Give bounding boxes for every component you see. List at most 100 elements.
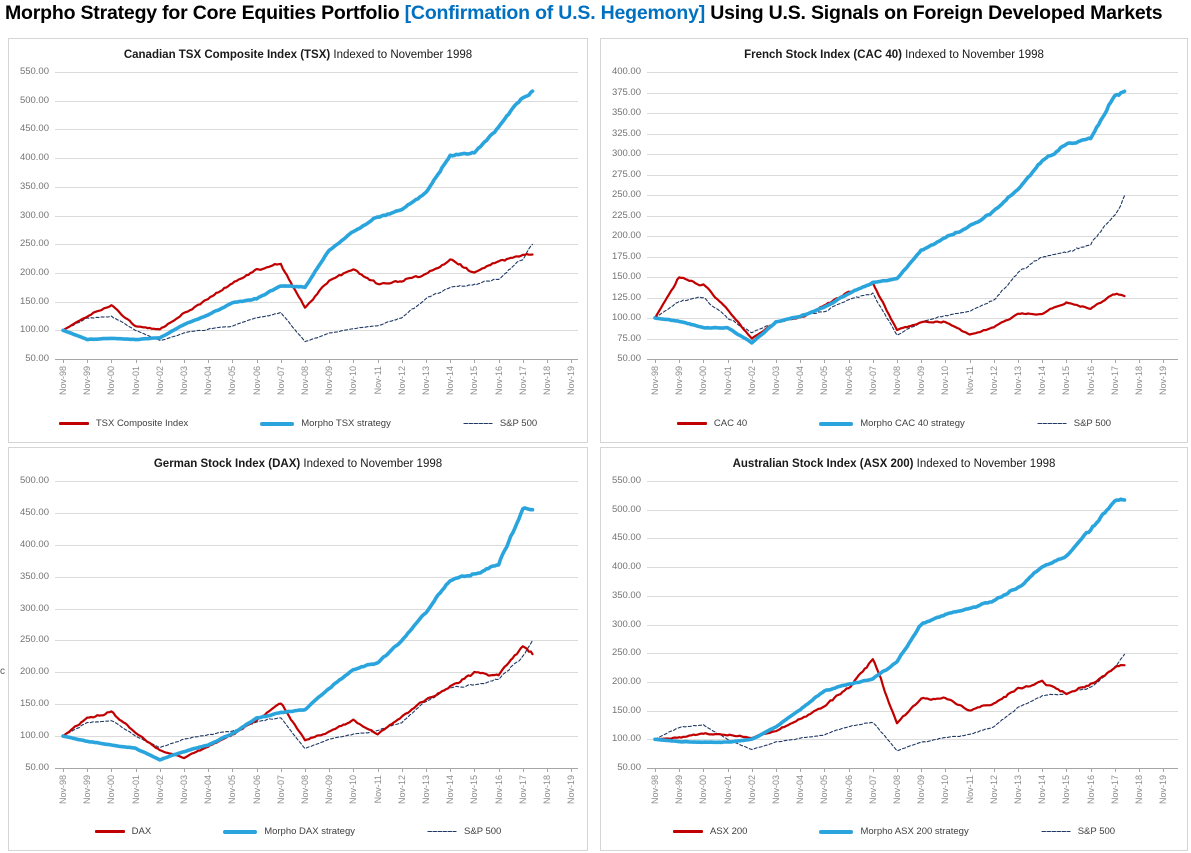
plot-canvas [55, 481, 578, 772]
x-axis-label: Nov-98 [58, 366, 68, 396]
legend-item-index: DAX [94, 826, 151, 837]
chart-panel-asx200: Australian Stock Index (ASX 200) Indexed… [600, 447, 1188, 851]
legend-item-morpho: Morpho ASX 200 strategy [819, 826, 969, 837]
series-line-dax [61, 645, 534, 760]
y-axis-label: 400.00 [19, 538, 49, 550]
x-axis-label: Nov-16 [1085, 775, 1096, 805]
x-axis-label: Nov-10 [348, 366, 359, 396]
morpho-line-sample [819, 829, 854, 834]
y-axis-label: 550.00 [19, 66, 49, 77]
legend-item-sp500: S&P 500 [1040, 826, 1116, 837]
legend-item-index: ASX 200 [672, 826, 748, 837]
y-axis-label: 100.00 [611, 312, 641, 323]
x-axis-label: Nov-08 [892, 366, 902, 396]
x-axis-label: Nov-02 [154, 775, 165, 805]
legend-label: S&P 500 [464, 826, 502, 837]
x-axis-label: Nov-00 [698, 366, 709, 396]
y-axis-label: 100.00 [19, 730, 49, 742]
x-axis-label: Nov-07 [275, 366, 286, 396]
y-axis-label: 50.00 [617, 353, 641, 364]
legend-item-morpho: Morpho DAX strategy [223, 826, 355, 837]
y-axis-label: 250.00 [611, 189, 641, 200]
series-line-morpho-asx-200-strategy [653, 497, 1127, 745]
x-axis-label: Nov-10 [348, 775, 359, 805]
clipped-axis-text-fragment: c [0, 666, 5, 677]
legend-label: Morpho ASX 200 strategy [860, 826, 969, 837]
series-line-tsx-composite-index [61, 253, 534, 332]
x-axis-label: Nov-08 [300, 366, 310, 396]
plot-canvas [55, 72, 578, 363]
y-axis-label: 150.00 [611, 271, 641, 282]
x-axis-label: Nov-07 [275, 775, 286, 805]
chart-title-rest: Indexed to November 1998 [330, 49, 473, 61]
x-axis-label: Nov-03 [179, 775, 189, 805]
y-axis-label: 125.00 [611, 291, 641, 303]
chart-title-rest: Indexed to November 1998 [901, 49, 1044, 61]
x-axis-label: Nov-18 [542, 775, 552, 805]
x-axis-label: Nov-03 [771, 775, 781, 805]
legend-label: S&P 500 [1077, 826, 1116, 837]
legend-label: TSX Composite Index [95, 418, 189, 429]
x-axis-label: Nov-05 [819, 366, 830, 396]
x-axis-label: Nov-15 [1061, 775, 1072, 805]
sp500-dashed-line-sample [462, 423, 493, 424]
x-axis-label: Nov-14 [1037, 366, 1048, 396]
y-axis-label: 250.00 [611, 647, 641, 659]
y-axis-label: 200.00 [611, 230, 641, 241]
legend-item-index: CAC 40 [676, 418, 747, 429]
x-axis-label: Nov-13 [1013, 775, 1023, 805]
x-axis-label: Nov-00 [106, 366, 117, 396]
x-axis-label: Nov-01 [722, 366, 733, 396]
index-line-sample [676, 422, 707, 425]
legend-item-morpho: Morpho TSX strategy [260, 418, 391, 429]
chart-title: Canadian TSX Composite Index (TSX) Index… [9, 49, 587, 61]
x-axis-label: Nov-99 [674, 775, 685, 805]
x-axis-label: Nov-99 [674, 366, 685, 396]
plot-canvas [647, 72, 1178, 363]
y-axis-label: 300.00 [611, 148, 641, 159]
legend-label: ASX 200 [709, 826, 748, 837]
legend-label: Morpho CAC 40 strategy [860, 418, 965, 429]
y-axis-label: 250.00 [19, 238, 49, 250]
x-axis-label: Nov-98 [58, 775, 68, 805]
y-axis-label: 300.00 [19, 209, 49, 221]
legend-item-sp500: S&P 500 [427, 826, 501, 837]
y-axis-label: 400.00 [611, 561, 641, 573]
legend-item-sp500: S&P 500 [1036, 418, 1111, 429]
x-axis-label: Nov-14 [445, 775, 456, 805]
y-axis-label: 450.00 [19, 123, 49, 135]
x-axis-label: Nov-03 [179, 366, 189, 396]
series-line-morpho-tsx-strategy [61, 89, 535, 342]
x-axis-label: Nov-02 [746, 775, 757, 805]
x-axis-label: Nov-19 [566, 775, 577, 805]
chart-legend: TSX Composite Index Morpho TSX strategy … [9, 418, 587, 429]
x-axis-label: Nov-18 [1134, 775, 1144, 805]
chart-title-bold: German Stock Index (DAX) [153, 458, 301, 470]
x-axis-label: Nov-99 [82, 775, 93, 805]
chart-panel-dax: German Stock Index (DAX) Indexed to Nove… [8, 447, 588, 851]
x-axis-label: Nov-06 [251, 775, 262, 805]
x-axis-label: Nov-12 [396, 775, 407, 805]
x-axis-label: Nov-14 [1037, 775, 1048, 805]
x-axis-label: Nov-08 [892, 775, 902, 805]
index-line-sample [672, 830, 703, 833]
index-line-sample [94, 830, 125, 833]
plot-canvas [647, 481, 1178, 772]
x-axis-label: Nov-05 [227, 775, 238, 805]
y-axis-label: 300.00 [19, 602, 49, 614]
y-axis-label: 50.00 [25, 762, 49, 773]
y-axis-label: 350.00 [19, 570, 49, 582]
x-axis-label: Nov-17 [517, 775, 528, 805]
y-axis-label: 175.00 [611, 250, 641, 262]
y-axis-label: 150.00 [19, 698, 49, 710]
chart-panel-tsx: Canadian TSX Composite Index (TSX) Index… [8, 38, 588, 443]
y-axis-label: 350.00 [611, 589, 641, 601]
y-axis-label: 100.00 [19, 324, 49, 336]
y-axis-label: 200.00 [19, 666, 49, 678]
sp500-dashed-line-sample [1036, 423, 1067, 424]
y-axis-label: 450.00 [611, 532, 641, 544]
page-title-part1: Morpho Strategy for Core Equities Portfo… [5, 2, 405, 24]
y-axis-label: 500.00 [19, 475, 49, 486]
x-axis-label: Nov-12 [988, 366, 999, 396]
y-axis-label: 75.00 [617, 332, 641, 344]
